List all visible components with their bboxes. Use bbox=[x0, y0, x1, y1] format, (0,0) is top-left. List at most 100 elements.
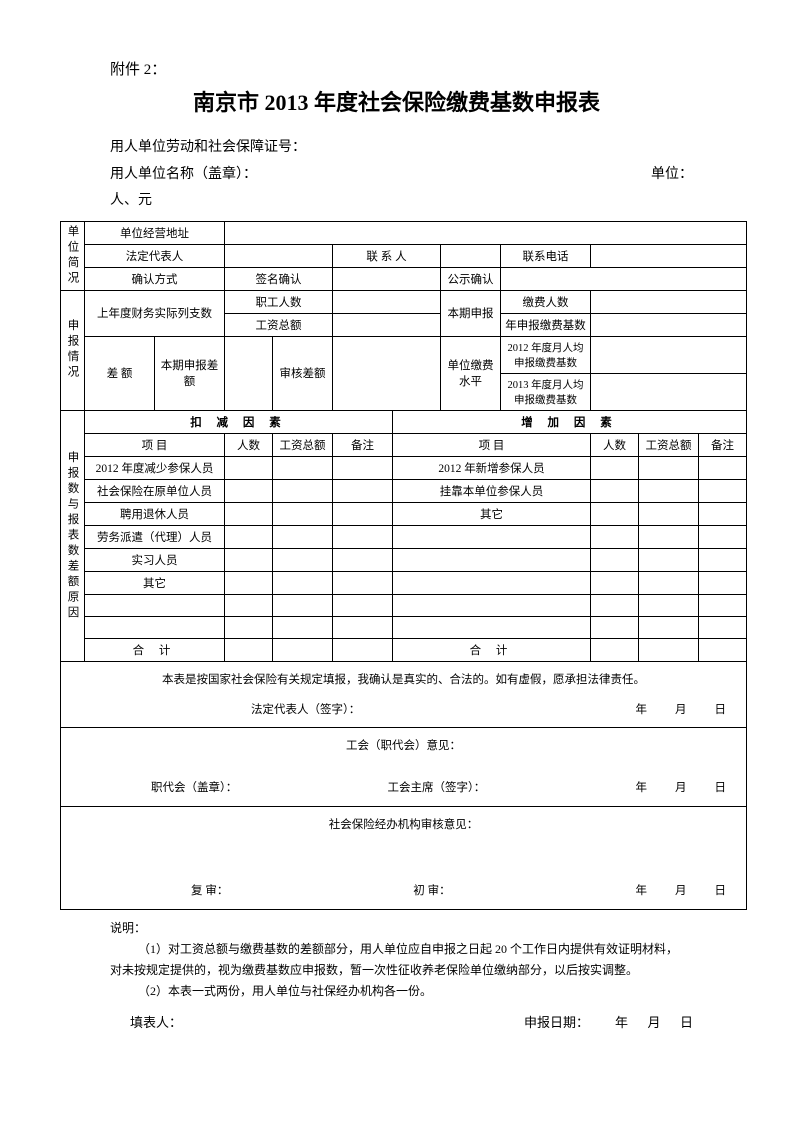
agency-title: 社会保险经办机构审核意见： bbox=[71, 815, 736, 837]
report-date-label: 申报日期： bbox=[524, 1015, 589, 1030]
add-wage-1[interactable] bbox=[639, 479, 699, 502]
deduct-wage-4[interactable] bbox=[273, 548, 333, 571]
field-avg-2012[interactable] bbox=[591, 336, 747, 373]
field-emp-count[interactable] bbox=[333, 290, 441, 313]
field-legal-rep[interactable] bbox=[225, 244, 333, 267]
label-this-report: 本期申报 bbox=[441, 290, 501, 336]
main-form-table: 单位简况 单位经营地址 法定代表人 联 系 人 联系电话 确认方式 签名确认 公… bbox=[60, 221, 747, 910]
label-wage-total: 工资总额 bbox=[225, 313, 333, 336]
note-2: （2）本表一式两份，用人单位与社保经办机构各一份。 bbox=[138, 981, 733, 1002]
deduct-item-5: 其它 bbox=[85, 571, 225, 594]
label-avg-2012: 2012 年度月人均申报缴费基数 bbox=[501, 336, 591, 373]
add-total-wage[interactable] bbox=[639, 638, 699, 661]
field-public-confirm[interactable] bbox=[501, 267, 747, 290]
add-item-2: 其它 bbox=[393, 502, 591, 525]
date-day: 日 bbox=[715, 700, 727, 722]
add-wage-0[interactable] bbox=[639, 456, 699, 479]
deduct-count-4[interactable] bbox=[225, 548, 273, 571]
deduct-count-0[interactable] bbox=[225, 456, 273, 479]
deduct-item-2: 聘用退休人员 bbox=[85, 502, 225, 525]
deduct-wage-1[interactable] bbox=[273, 479, 333, 502]
add-wage-3[interactable] bbox=[639, 525, 699, 548]
add-total-note[interactable] bbox=[699, 638, 747, 661]
field-this-diff[interactable] bbox=[225, 336, 273, 410]
date-year: 年 bbox=[636, 700, 648, 722]
union-stamp: 职代会（盖章）： bbox=[151, 778, 237, 800]
add-note-2[interactable] bbox=[699, 502, 747, 525]
deduct-count-5[interactable] bbox=[225, 571, 273, 594]
header-add: 增 加 因 素 bbox=[393, 410, 747, 433]
section-unit-brief: 单位简况 bbox=[61, 221, 85, 290]
label-pay-count: 缴费人数 bbox=[501, 290, 591, 313]
deduct-total-wage[interactable] bbox=[273, 638, 333, 661]
add-count-3[interactable] bbox=[591, 525, 639, 548]
deduct-item-3: 劳务派遣（代理）人员 bbox=[85, 525, 225, 548]
add-note-3[interactable] bbox=[699, 525, 747, 548]
deduct-count-3[interactable] bbox=[225, 525, 273, 548]
col-deduct-note: 备注 bbox=[333, 433, 393, 456]
deduct-item-4: 实习人员 bbox=[85, 548, 225, 571]
label-contact: 联 系 人 bbox=[333, 244, 441, 267]
field-phone[interactable] bbox=[591, 244, 747, 267]
col-add-note: 备注 bbox=[699, 433, 747, 456]
label-prev-finance: 上年度财务实际列支数 bbox=[85, 290, 225, 336]
col-deduct-wage: 工资总额 bbox=[273, 433, 333, 456]
add-count-0[interactable] bbox=[591, 456, 639, 479]
notes-block: 说明： （1）对工资总额与缴费基数的差额部分，用人单位应自申报之日起 20 个工… bbox=[110, 918, 733, 1002]
field-address[interactable] bbox=[225, 221, 747, 244]
header-line-1: 用人单位劳动和社会保障证号： bbox=[110, 135, 733, 162]
field-annual-base[interactable] bbox=[591, 313, 747, 336]
add-total-label: 合 计 bbox=[393, 638, 591, 661]
deduct-total-note[interactable] bbox=[333, 638, 393, 661]
attachment-label: 附件 2： bbox=[110, 58, 733, 79]
add-item-0: 2012 年新增参保人员 bbox=[393, 456, 591, 479]
deduct-wage-5[interactable] bbox=[273, 571, 333, 594]
add-note-1[interactable] bbox=[699, 479, 747, 502]
union-title: 工会（职代会）意见： bbox=[71, 736, 736, 758]
deduct-note-5[interactable] bbox=[333, 571, 393, 594]
header-line-2-left: 用人单位名称（盖章）： bbox=[110, 162, 257, 189]
add-wage-2[interactable] bbox=[639, 502, 699, 525]
note-1: （1）对工资总额与缴费基数的差额部分，用人单位应自申报之日起 20 个工作日内提… bbox=[138, 939, 733, 960]
field-wage-total[interactable] bbox=[333, 313, 441, 336]
form-page: 附件 2： 南京市 2013 年度社会保险缴费基数申报表 用人单位劳动和社会保障… bbox=[0, 0, 793, 1122]
label-annual-base: 年申报缴费基数 bbox=[501, 313, 591, 336]
deduct-wage-3[interactable] bbox=[273, 525, 333, 548]
add-count-1[interactable] bbox=[591, 479, 639, 502]
agency-review: 复 审： bbox=[191, 881, 228, 903]
field-avg-2013[interactable] bbox=[591, 373, 747, 410]
field-pay-count[interactable] bbox=[591, 290, 747, 313]
deduct-wage-0[interactable] bbox=[273, 456, 333, 479]
col-add-count: 人数 bbox=[591, 433, 639, 456]
deduct-total-count[interactable] bbox=[225, 638, 273, 661]
field-sign-confirm[interactable] bbox=[333, 267, 441, 290]
add-total-count[interactable] bbox=[591, 638, 639, 661]
deduct-wage-2[interactable] bbox=[273, 502, 333, 525]
label-address: 单位经营地址 bbox=[85, 221, 225, 244]
deduct-count-2[interactable] bbox=[225, 502, 273, 525]
label-emp-count: 职工人数 bbox=[225, 290, 333, 313]
label-audit-diff: 审核差额 bbox=[273, 336, 333, 410]
note-1b: 对未按规定提供的，视为缴费基数应申报数，暂一次性征收养老保险单位缴纳部分，以后按… bbox=[110, 960, 733, 981]
label-unit-level: 单位缴费水平 bbox=[441, 336, 501, 410]
col-add-wage: 工资总额 bbox=[639, 433, 699, 456]
add-note-0[interactable] bbox=[699, 456, 747, 479]
deduct-item-blank-6[interactable] bbox=[85, 594, 225, 616]
deduct-count-1[interactable] bbox=[225, 479, 273, 502]
union-chair: 工会主席（签字）： bbox=[388, 778, 486, 800]
deduct-note-4[interactable] bbox=[333, 548, 393, 571]
add-item-1: 挂靠本单位参保人员 bbox=[393, 479, 591, 502]
add-count-2[interactable] bbox=[591, 502, 639, 525]
footer-line: 填表人： 申报日期： 年 月 日 bbox=[130, 1012, 733, 1031]
label-phone: 联系电话 bbox=[501, 244, 591, 267]
add-item-blank-3[interactable] bbox=[393, 525, 591, 548]
field-audit-diff[interactable] bbox=[333, 336, 441, 410]
deduct-note-0[interactable] bbox=[333, 456, 393, 479]
date-month: 月 bbox=[675, 700, 687, 722]
deduct-note-3[interactable] bbox=[333, 525, 393, 548]
deduct-note-1[interactable] bbox=[333, 479, 393, 502]
deduct-note-2[interactable] bbox=[333, 502, 393, 525]
notes-title: 说明： bbox=[110, 918, 733, 939]
section-diff-reason: 申报数与报表数差额原因 bbox=[61, 410, 85, 661]
field-contact[interactable] bbox=[441, 244, 501, 267]
